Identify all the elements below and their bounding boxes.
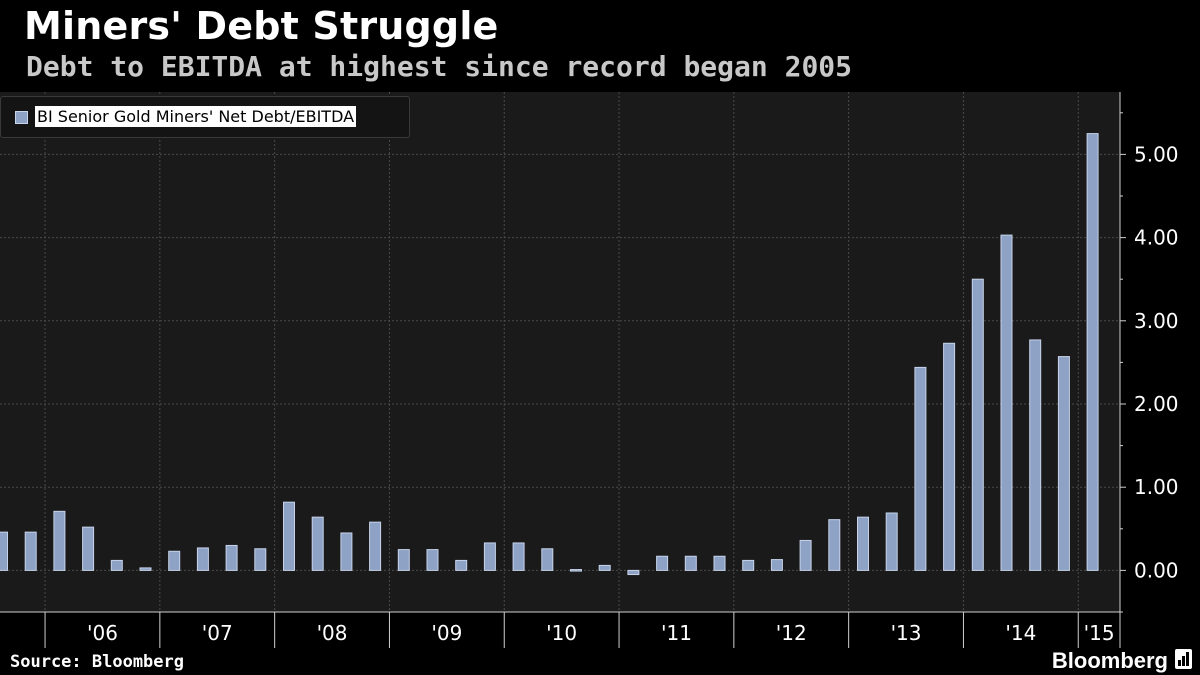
bar — [627, 569, 640, 576]
x-tick-label: '06 — [87, 621, 118, 645]
x-tick-label: '08 — [317, 621, 348, 645]
bar — [857, 516, 869, 571]
x-tick-label: '12 — [776, 621, 807, 645]
bar — [369, 521, 382, 571]
bar — [397, 549, 410, 571]
bar — [53, 510, 66, 571]
y-tick-label: 3.00 — [1134, 309, 1179, 333]
brand-logo: Bloomberg — [1051, 648, 1168, 673]
bar — [483, 542, 496, 571]
chart-subtitle: Debt to EBITDA at highest since record b… — [26, 50, 853, 83]
y-tick-label: 4.00 — [1134, 226, 1179, 250]
bar — [943, 342, 956, 571]
y-tick-label: 1.00 — [1134, 475, 1179, 499]
bar — [971, 278, 984, 571]
x-tick-label: '10 — [546, 621, 577, 645]
bar — [570, 569, 582, 572]
bar — [311, 516, 324, 571]
bar — [139, 567, 152, 571]
bar — [541, 548, 554, 571]
bar — [426, 549, 439, 571]
bar — [340, 532, 353, 571]
legend-swatch — [15, 111, 28, 124]
bar — [512, 542, 525, 571]
legend: BI Senior Gold Miners' Net Debt/EBITDA — [0, 96, 410, 138]
x-tick-label: '13 — [891, 621, 922, 645]
source-note: Source: Bloomberg — [10, 652, 184, 672]
bar — [1000, 234, 1013, 571]
legend-label: BI Senior Gold Miners' Net Debt/EBITDA — [35, 106, 357, 127]
bar — [1086, 133, 1099, 571]
bar — [168, 550, 181, 571]
bar — [828, 519, 841, 571]
bar — [656, 555, 669, 571]
bar — [283, 501, 295, 571]
bar — [225, 544, 238, 571]
bar — [742, 559, 755, 571]
bar — [1057, 356, 1070, 571]
bar — [1029, 339, 1042, 571]
x-tick-label: '15 — [1084, 621, 1115, 645]
x-tick-label: '11 — [661, 621, 692, 645]
plot-area — [0, 92, 1120, 612]
x-axis-band — [0, 612, 1120, 648]
x-tick-label: '07 — [202, 621, 233, 645]
bar — [914, 366, 927, 571]
bar — [24, 531, 37, 571]
bar — [713, 555, 726, 571]
chart-title: Miners' Debt Struggle — [24, 4, 499, 48]
x-tick-label: '09 — [431, 621, 462, 645]
x-tick-label: '14 — [1005, 621, 1036, 645]
bar — [598, 564, 611, 571]
bar-chart-icon — [1175, 649, 1192, 669]
bar — [799, 539, 812, 571]
bar — [82, 526, 95, 571]
y-tick-label: 2.00 — [1134, 392, 1179, 416]
y-tick-label: 5.00 — [1134, 142, 1179, 166]
bar — [770, 559, 783, 571]
bar — [885, 512, 898, 571]
bar — [684, 555, 697, 571]
bar — [0, 531, 8, 571]
bar — [110, 559, 123, 571]
bar — [196, 547, 209, 571]
bar — [254, 548, 267, 571]
y-tick-label: 0.00 — [1134, 558, 1179, 582]
bar — [455, 559, 468, 571]
